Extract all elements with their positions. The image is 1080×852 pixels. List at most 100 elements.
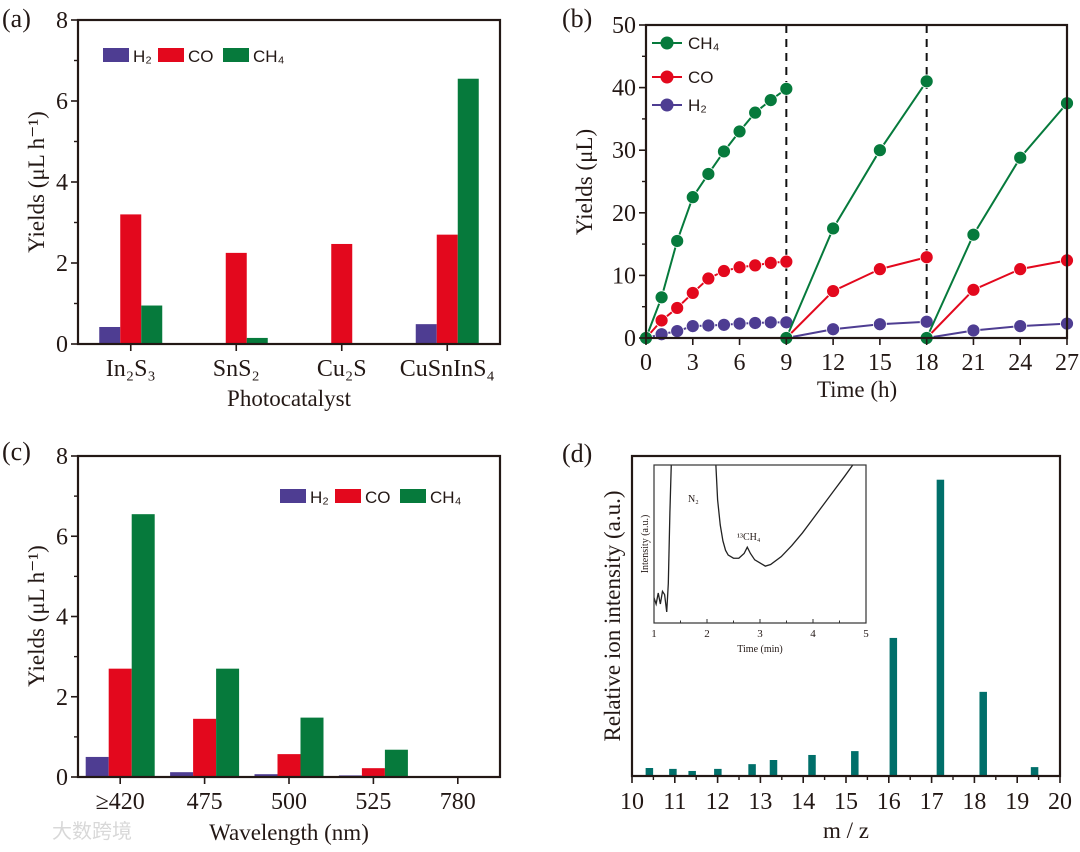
- a-bar-ch4: [246, 337, 268, 344]
- b-y-tick-label: 30: [612, 138, 636, 164]
- b-legend-marker-ch4: [660, 36, 674, 50]
- c-legend-swatch-co: [335, 489, 361, 503]
- b-point-ch4: [826, 221, 841, 236]
- a-legend-label-co: CO: [188, 47, 214, 66]
- d-x-tick-label: 11: [663, 789, 686, 815]
- b-y-tick-label: 20: [612, 201, 636, 227]
- c-x-tick-label: 780: [440, 789, 476, 815]
- a-y-tick-label: 2: [56, 251, 68, 277]
- b-point-co: [654, 313, 669, 328]
- a-bar-ch4: [457, 78, 479, 344]
- b-legend-marker-h2: [660, 98, 674, 112]
- b-point-ch4: [966, 227, 981, 242]
- c-x-axis-label: Wavelength (nm): [209, 820, 369, 845]
- b-point-h2: [685, 319, 700, 334]
- b-y-tick-label: 50: [612, 13, 636, 39]
- c-bar-co: [108, 668, 132, 777]
- c-bar-ch4: [216, 668, 240, 777]
- d-y-axis-label: Relative ion intensity (a.u.): [600, 490, 625, 741]
- b-point-h2: [717, 317, 731, 332]
- c-x-tick-label: 475: [187, 789, 223, 815]
- b-point-h2: [966, 323, 981, 338]
- a-y-tick-label: 6: [56, 89, 68, 115]
- b-point-co: [685, 286, 700, 300]
- b-series-line-co: [645, 260, 787, 339]
- b-point-h2: [701, 318, 716, 333]
- a-y-tick-label: 4: [56, 170, 68, 196]
- a-bar-co: [225, 252, 247, 344]
- c-bar-ch4: [300, 717, 324, 777]
- watermark: 大数跨境: [52, 819, 132, 843]
- d-x-tick-label: 18: [962, 789, 986, 815]
- d-bar: [889, 637, 898, 776]
- b-legend-label-h2: H₂: [688, 96, 707, 115]
- a-bar-co: [436, 234, 458, 344]
- a-bar-ch4: [141, 305, 163, 344]
- b-point-ch4: [919, 74, 934, 89]
- b-series-line-ch4: [645, 88, 787, 339]
- b-x-axis-label: Time (h): [817, 377, 897, 402]
- b-point-ch4: [872, 143, 887, 158]
- a-legend-swatch-ch4: [223, 48, 249, 62]
- b-point-ch4: [779, 81, 794, 96]
- c-plot-frame: [76, 454, 502, 779]
- b-point-h2: [732, 316, 747, 331]
- a-legend-label-ch4: CH₄: [253, 47, 285, 66]
- b-x-tick-label: 6: [734, 350, 746, 376]
- inset-chromatogram-line: [654, 465, 854, 613]
- b-point-ch4: [717, 144, 731, 159]
- inset-x-tick-label: 3: [757, 628, 763, 640]
- b-series-line-h2: [786, 320, 927, 339]
- c-legend-swatch-ch4: [400, 489, 426, 503]
- inset-x-tick-label: 5: [863, 628, 869, 640]
- b-x-tick-label: 21: [961, 350, 985, 376]
- inset-frame: [653, 464, 867, 624]
- c-bar-h2: [170, 772, 194, 777]
- inset-x-axis-label: Time (min): [737, 644, 782, 655]
- b-series-line-ch4: [925, 102, 1068, 339]
- d-bar: [936, 479, 945, 776]
- a-y-tick-label: 8: [56, 8, 68, 34]
- c-bar-co: [277, 754, 301, 777]
- b-point-ch4: [732, 124, 747, 139]
- b-series-line-ch4: [785, 80, 928, 339]
- a-bar-co: [120, 214, 142, 344]
- b-point-ch4: [654, 290, 669, 305]
- b-point-co: [732, 260, 747, 275]
- d-bar: [645, 768, 654, 776]
- c-x-tick-label: 500: [271, 789, 307, 815]
- c-bar-h2: [254, 774, 278, 777]
- d-x-tick-label: 16: [877, 789, 901, 815]
- b-point-h2: [763, 315, 778, 330]
- panel-label-d: (d): [562, 439, 592, 468]
- b-point-co: [919, 250, 934, 265]
- d-bar: [769, 760, 778, 776]
- c-legend-label-co: CO: [365, 488, 391, 507]
- d-x-tick-label: 14: [791, 789, 815, 815]
- a-x-tick-label: In₂S₃: [106, 356, 156, 382]
- b-x-tick-label: 15: [868, 350, 892, 376]
- c-legend-label-ch4: CH₄: [430, 488, 462, 507]
- d-x-tick-label: 20: [1048, 789, 1072, 815]
- a-bar-h2: [99, 326, 121, 344]
- b-series-line-co: [785, 256, 927, 339]
- b-point-h2: [872, 317, 887, 332]
- b-point-co: [670, 301, 685, 315]
- panel-label-a: (a): [2, 4, 31, 33]
- d-bar: [748, 764, 756, 776]
- b-point-h2: [748, 316, 763, 330]
- b-y-tick-label: 10: [612, 263, 636, 289]
- d-bar: [688, 770, 696, 776]
- c-y-tick-label: 6: [56, 524, 68, 550]
- a-plot-frame: [76, 18, 502, 346]
- b-x-tick-label: 24: [1008, 350, 1032, 376]
- a-x-tick-label: SnS₂: [213, 356, 260, 382]
- c-bar-co: [193, 718, 217, 777]
- c-bar-ch4: [384, 749, 408, 777]
- b-point-ch4: [1013, 150, 1028, 165]
- a-y-tick-label: 0: [56, 332, 68, 358]
- inset-annotation-n2: N₂: [688, 494, 699, 505]
- b-y-tick-label: 0: [624, 326, 636, 352]
